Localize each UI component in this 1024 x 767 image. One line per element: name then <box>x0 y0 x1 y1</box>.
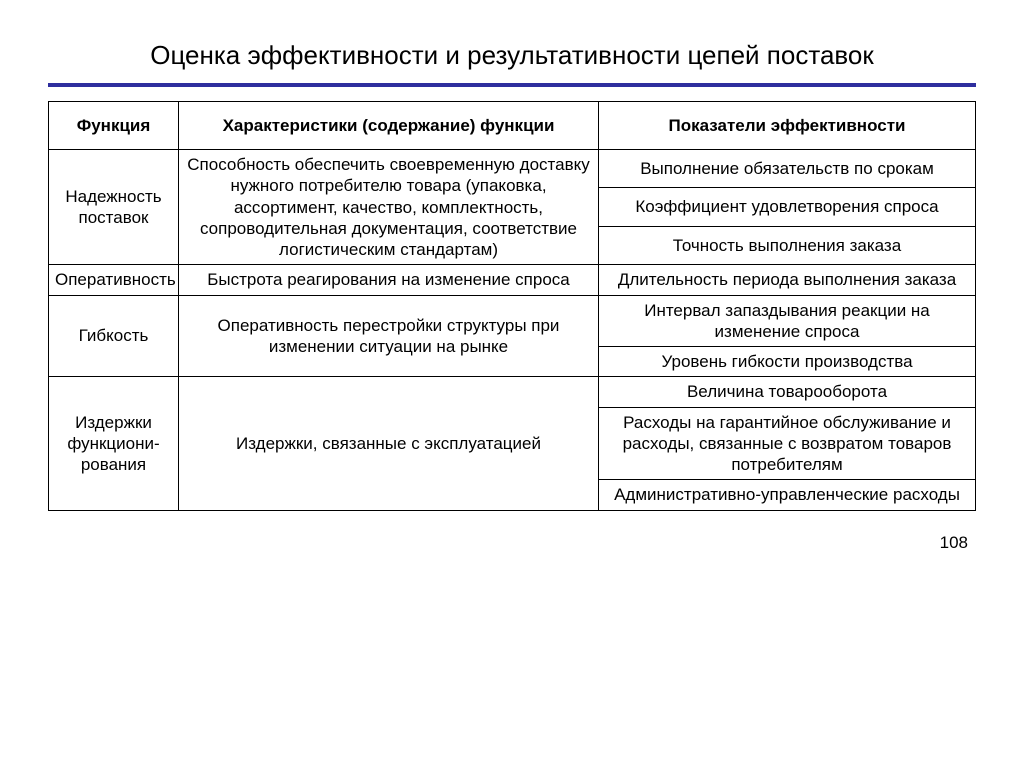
cell-indicator: Коэффициент удовлетворения спроса <box>599 188 976 226</box>
supply-chain-table: Функция Характеристики (содержание) функ… <box>48 101 976 511</box>
cell-characteristic: Способность обеспечить своевременную дос… <box>179 150 599 265</box>
cell-indicator: Точность выполнения заказа <box>599 226 976 264</box>
col-header-indicator: Показатели эффективности <box>599 102 976 150</box>
table-body: Надежность поставокСпособность обеспечит… <box>49 150 976 511</box>
cell-characteristic: Издержки, связанные с эксплуатацией <box>179 377 599 510</box>
cell-indicator: Длительность периода выполнения заказа <box>599 265 976 295</box>
cell-indicator: Уровень гибкости производства <box>599 347 976 377</box>
col-header-characteristic: Характеристики (содержание) функции <box>179 102 599 150</box>
page-title: Оценка эффективности и результативности … <box>48 40 976 71</box>
table-row: ОперативностьБыстрота реагирования на из… <box>49 265 976 295</box>
cell-indicator: Величина товарооборота <box>599 377 976 407</box>
table-row: ГибкостьОперативность перестройки структ… <box>49 295 976 347</box>
cell-indicator: Интервал запаздывания реакции на изменен… <box>599 295 976 347</box>
title-divider <box>48 83 976 87</box>
table-header-row: Функция Характеристики (содержание) функ… <box>49 102 976 150</box>
cell-function: Издержки функциони-рования <box>49 377 179 510</box>
cell-indicator: Расходы на гарантийное обслуживание и ра… <box>599 407 976 480</box>
col-header-function: Функция <box>49 102 179 150</box>
cell-characteristic: Быстрота реагирования на изменение спрос… <box>179 265 599 295</box>
page-number: 108 <box>48 533 976 553</box>
table-row: Надежность поставокСпособность обеспечит… <box>49 150 976 188</box>
cell-function: Оперативность <box>49 265 179 295</box>
cell-indicator: Выполнение обязательств по срокам <box>599 150 976 188</box>
page-container: Оценка эффективности и результативности … <box>0 0 1024 573</box>
cell-function: Гибкость <box>49 295 179 377</box>
cell-characteristic: Оперативность перестройки структуры при … <box>179 295 599 377</box>
table-row: Издержки функциони-рованияИздержки, связ… <box>49 377 976 407</box>
cell-indicator: Административно-управленческие расходы <box>599 480 976 510</box>
cell-function: Надежность поставок <box>49 150 179 265</box>
